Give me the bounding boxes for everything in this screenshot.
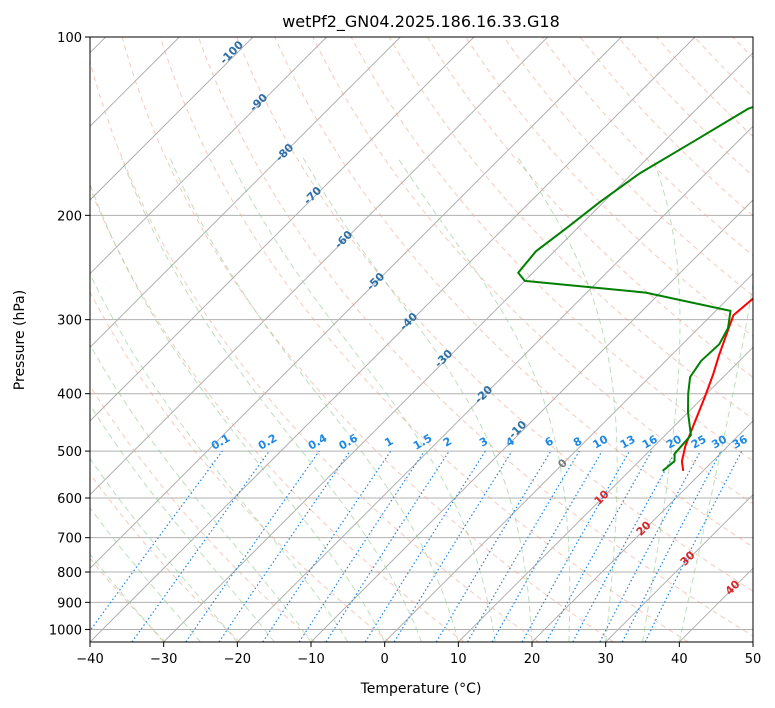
moist-adiabat-line (90, 457, 238, 642)
mixing-ratio-line (545, 450, 653, 642)
moist-adiabat-line (90, 343, 312, 642)
dry-adiabat-line (236, 37, 753, 592)
y-tick-label: 100 (57, 31, 82, 46)
isotherm-line (90, 37, 401, 349)
y-tick-label: 300 (57, 314, 82, 329)
isotherm-line (90, 37, 254, 201)
isotherm-line (531, 420, 753, 642)
x-tick-label: 40 (671, 652, 688, 667)
y-tick-label: 900 (57, 596, 82, 611)
mixing-ratio-line (364, 450, 486, 642)
mixing-ratio-line (521, 450, 631, 642)
isotherm-line (310, 199, 753, 642)
moist-adiabat-line (90, 506, 201, 642)
dry-adiabat-line (90, 186, 465, 642)
isotherm-line (384, 272, 753, 642)
y-tick-label: 1000 (49, 623, 82, 638)
moist-adiabat-line (121, 157, 422, 642)
x-tick-label: −10 (297, 652, 324, 667)
y-tick-label: 700 (57, 532, 82, 547)
dry-adiabat-line (90, 59, 540, 642)
plot-area: 0.1 0.2 0.4 0.6 1 1.5 2 3 4 6 8 10 13 16 20 25 30 36-100-… (90, 37, 753, 642)
y-tick-label: 400 (57, 388, 82, 403)
x-tick-label: −30 (150, 652, 177, 667)
moist-adiabat-line (397, 157, 571, 642)
isotherm-line (90, 37, 328, 275)
dry-adiabat-line (90, 291, 390, 642)
moist-adiabat-line (169, 157, 459, 642)
moist-adiabat-line (90, 182, 386, 642)
isotherm-line (605, 493, 753, 642)
dewpoint-trace (517, 106, 753, 472)
y-tick-label: 600 (57, 492, 82, 507)
x-tick-label: 50 (745, 652, 762, 667)
x-axis-title: Temperature (°C) (360, 681, 482, 697)
dry-adiabat-line (121, 37, 614, 642)
moist-adiabat-line (90, 404, 275, 642)
mixing-ratio-line (325, 450, 450, 642)
mixing-ratio-line (435, 450, 552, 642)
isotherm-line (90, 37, 549, 496)
mixing-ratio-line (572, 450, 677, 642)
isotherm-line (457, 346, 753, 642)
moist-adiabat-line (90, 272, 349, 642)
isotherm-line (90, 37, 622, 570)
dry-adiabat-line (350, 37, 753, 462)
dry-adiabat-line (90, 384, 316, 642)
x-tick-label: 20 (524, 652, 541, 667)
mixing-ratio-line (185, 450, 320, 642)
mixing-ratio-line (218, 450, 351, 642)
dry-adiabat-line (159, 37, 689, 642)
mixing-ratio-line (466, 450, 580, 642)
mixing-ratio-line (90, 450, 223, 632)
x-tick-label: −40 (76, 652, 103, 667)
mixing-ratio-line (491, 450, 603, 642)
isotherm-line (236, 125, 753, 642)
dry-adiabat-line (198, 37, 753, 637)
chart-title: wetPf2_GN04.2025.186.16.33.G18 (282, 12, 560, 32)
moist-adiabat-line (302, 157, 533, 642)
y-axis-title: Pressure (hPa) (12, 290, 28, 390)
moist-adiabat-line (517, 157, 618, 642)
x-tick-label: 30 (597, 652, 614, 667)
x-tick-label: 10 (450, 652, 467, 667)
dry-adiabat-line (312, 37, 753, 505)
y-tick-label: 800 (57, 566, 82, 581)
y-tick-label: 200 (57, 209, 82, 224)
y-tick-label: 500 (57, 445, 82, 460)
plot-frame (89, 36, 754, 643)
mixing-ratio-line (393, 450, 513, 642)
temperature-trace (680, 297, 753, 472)
mixing-ratio-line (131, 450, 270, 642)
moist-adiabat-line (642, 157, 681, 642)
isotherm-line (90, 37, 475, 422)
moist-adiabat-line (90, 553, 165, 642)
x-tick-label: 0 (381, 652, 389, 667)
x-tick-label: −20 (224, 652, 251, 667)
isotherm-line (163, 51, 753, 642)
dry-adiabat-line (90, 472, 241, 642)
moist-adiabat-line (678, 280, 753, 642)
